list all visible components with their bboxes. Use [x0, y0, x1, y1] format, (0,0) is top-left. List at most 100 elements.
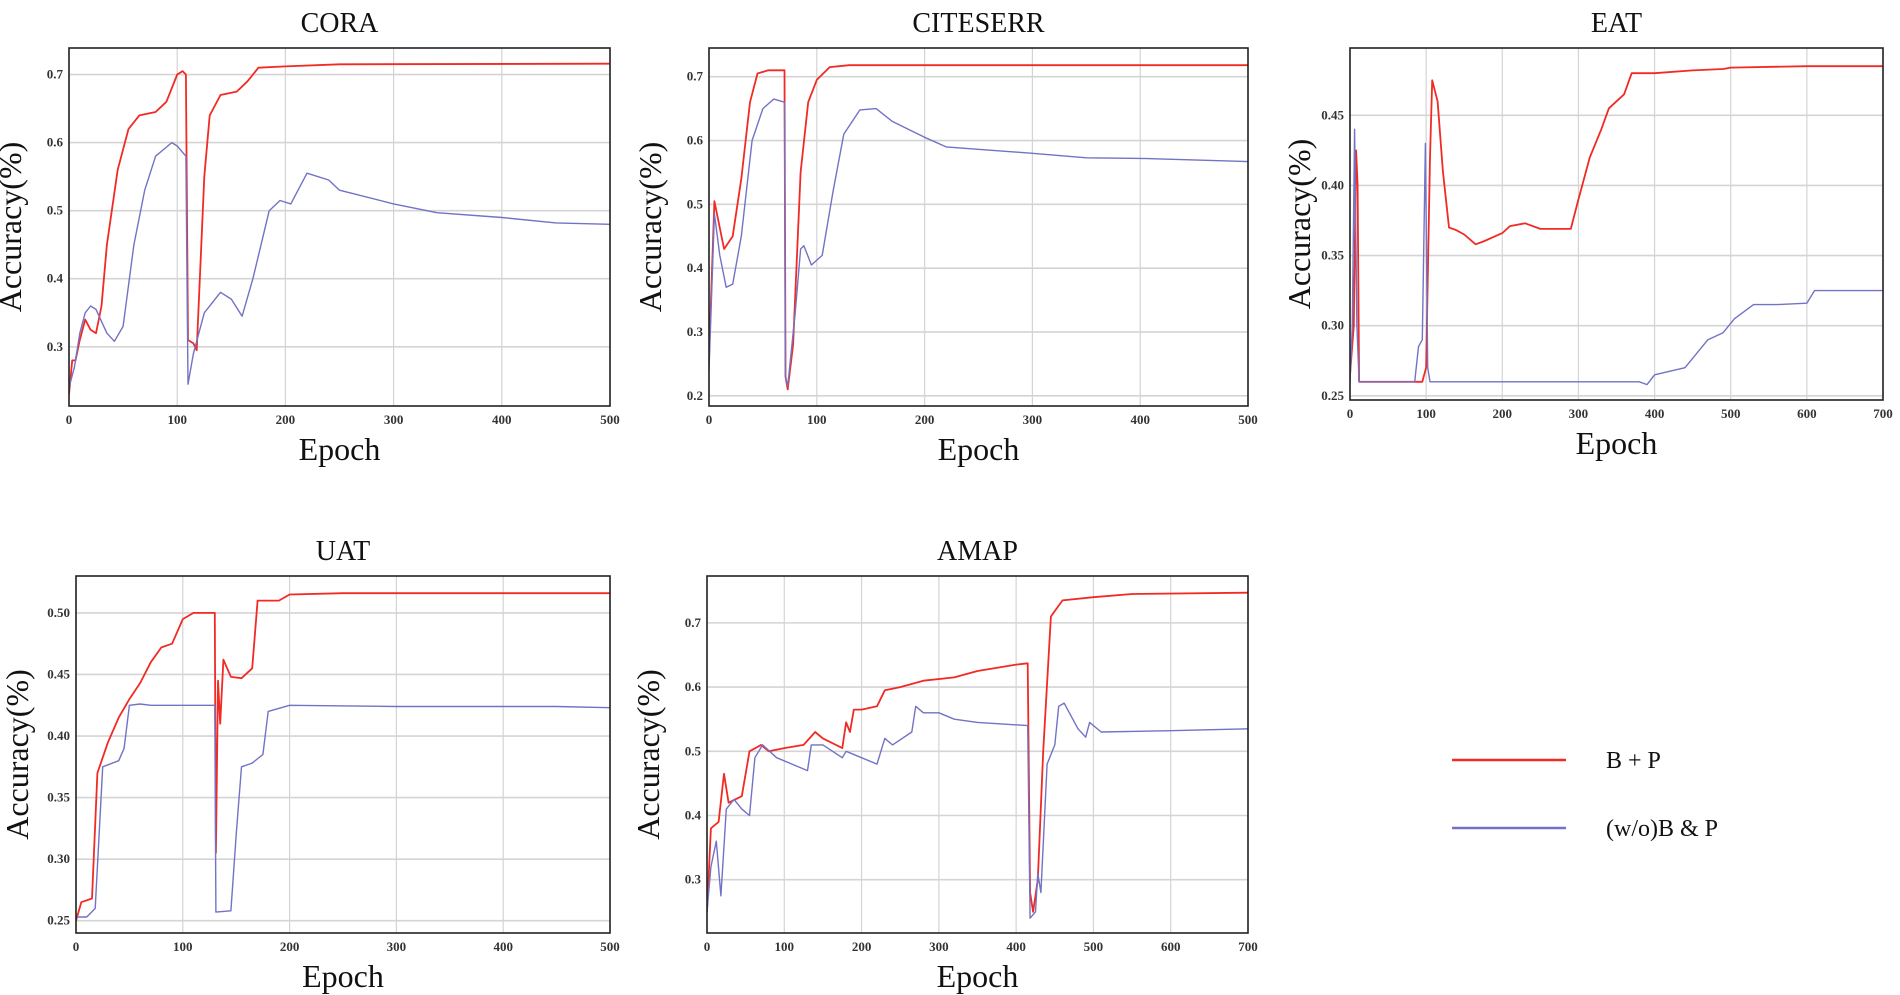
x-tick-label: 0	[706, 412, 713, 427]
x-tick-label: 600	[1797, 406, 1817, 421]
x-tick-label: 100	[1416, 406, 1436, 421]
x-tick-label: 400	[492, 412, 512, 427]
y-tick-label: 0.4	[685, 807, 702, 822]
y-axis-label: Accuracy(%)	[0, 669, 35, 840]
y-tick-label: 0.5	[47, 203, 64, 218]
plot-frame	[1349, 47, 1884, 401]
x-tick-label: 700	[1238, 939, 1258, 954]
y-tick-label: 0.30	[1321, 318, 1344, 333]
x-tick-label: 500	[600, 939, 620, 954]
y-tick-label: 0.30	[47, 851, 70, 866]
y-axis-label: Accuracy(%)	[630, 669, 666, 840]
x-tick-label: 200	[1493, 406, 1513, 421]
series-line-wo-b-p	[69, 141, 610, 388]
x-tick-label: 300	[929, 939, 949, 954]
y-tick-label: 0.6	[47, 135, 64, 150]
y-tick-label: 0.6	[687, 133, 704, 148]
x-tick-label: 500	[1721, 406, 1741, 421]
x-tick-label: 500	[1238, 412, 1258, 427]
chart-title: AMAP	[937, 536, 1018, 567]
x-axis-label: Epoch	[937, 958, 1019, 994]
series-line-wo-b-p	[1350, 128, 1883, 386]
y-tick-label: 0.7	[47, 67, 64, 82]
series-line-b-plus-p	[709, 64, 1248, 391]
plot-frame	[75, 575, 611, 934]
y-tick-label: 0.35	[47, 790, 70, 805]
subplot-citeserr: 0 100 200 300 400 500 0.2 0.3 0.4 0.5 0.6 0.7 CITESE…	[632, 8, 1258, 467]
chart-title: CITESERR	[912, 8, 1045, 39]
y-tick-label: 0.3	[47, 339, 64, 354]
subplot-eat: 0 100 200 300 400 500 600 700 0.25 0.30 0.35 0.40 0.…	[1281, 8, 1893, 461]
x-tick-label: 200	[276, 412, 296, 427]
x-tick-label: 400	[1645, 406, 1665, 421]
x-axis-label: Epoch	[302, 958, 384, 994]
y-tick-label: 0.2	[687, 388, 703, 403]
x-tick-label: 300	[1569, 406, 1589, 421]
x-axis-label: Epoch	[938, 431, 1020, 467]
x-tick-label: 200	[280, 939, 300, 954]
subplot-amap: 0 100 200 300 400 500 600 700 0.3 0.4 0.5 0.6 0.7 AMA…	[630, 536, 1258, 994]
y-axis-label: Accuracy(%)	[0, 142, 28, 313]
y-tick-label: 0.7	[685, 615, 702, 630]
y-tick-label: 0.3	[687, 324, 704, 339]
y-tick-label: 0.5	[685, 743, 702, 758]
x-tick-label: 400	[493, 939, 513, 954]
y-tick-label: 0.35	[1321, 248, 1344, 263]
series-line-b-plus-p	[707, 591, 1248, 913]
x-tick-label: 0	[1347, 406, 1354, 421]
y-tick-label: 0.7	[687, 69, 704, 84]
y-axis-label: Accuracy(%)	[1281, 139, 1317, 310]
x-tick-label: 700	[1873, 406, 1893, 421]
legend: B + P (w/o)B & P	[1452, 748, 1718, 842]
y-tick-label: 0.6	[685, 679, 702, 694]
y-tick-label: 0.25	[1321, 388, 1344, 403]
chart-title: CORA	[301, 8, 380, 39]
chart-title: EAT	[1591, 8, 1642, 39]
x-tick-label: 300	[387, 939, 407, 954]
x-tick-label: 600	[1161, 939, 1181, 954]
legend-label: B + P	[1606, 748, 1661, 774]
series-line-wo-b-p	[709, 98, 1248, 387]
x-tick-label: 0	[704, 939, 711, 954]
legend-label: (w/o)B & P	[1606, 816, 1718, 842]
x-tick-label: 100	[807, 412, 827, 427]
y-tick-label: 0.45	[47, 666, 70, 681]
y-tick-label: 0.25	[47, 913, 70, 928]
x-axis-label: Epoch	[299, 431, 381, 467]
x-tick-label: 0	[66, 412, 73, 427]
y-tick-label: 0.3	[685, 872, 702, 887]
x-tick-label: 200	[915, 412, 935, 427]
x-tick-label: 100	[167, 412, 187, 427]
plot-frame	[68, 47, 611, 407]
x-tick-label: 300	[1023, 412, 1043, 427]
x-tick-label: 500	[1084, 939, 1104, 954]
y-tick-label: 0.50	[47, 605, 70, 620]
subplot-uat: 0 100 200 300 400 500 0.25 0.30 0.35 0.40 0.45 0.50…	[0, 536, 620, 994]
x-tick-label: 500	[600, 412, 620, 427]
plot-frame	[706, 575, 1249, 934]
x-tick-label: 400	[1006, 939, 1026, 954]
x-axis-label: Epoch	[1576, 425, 1658, 461]
y-tick-label: 0.40	[1321, 177, 1344, 192]
series-line-b-plus-p	[1350, 65, 1883, 383]
chart-title: UAT	[316, 536, 370, 567]
x-tick-label: 100	[775, 939, 795, 954]
y-tick-label: 0.5	[687, 196, 704, 211]
y-axis-label: Accuracy(%)	[632, 142, 668, 313]
x-tick-label: 0	[73, 939, 80, 954]
y-tick-label: 0.4	[687, 260, 704, 275]
y-tick-label: 0.40	[47, 728, 70, 743]
series-line-wo-b-p	[707, 702, 1248, 919]
series-line-wo-b-p	[76, 703, 610, 918]
series-line-b-plus-p	[69, 62, 610, 395]
y-tick-label: 0.45	[1321, 107, 1344, 122]
subplot-cora: 0 100 200 300 400 500 0.3 0.4 0.5 0.6 0.7 CORA Epoch…	[0, 8, 620, 467]
x-tick-label: 300	[384, 412, 404, 427]
x-tick-label: 200	[852, 939, 872, 954]
x-tick-label: 100	[173, 939, 193, 954]
y-tick-label: 0.4	[47, 271, 64, 286]
x-tick-label: 400	[1130, 412, 1150, 427]
plot-frame	[708, 47, 1249, 407]
series-line-b-plus-p	[76, 592, 610, 921]
